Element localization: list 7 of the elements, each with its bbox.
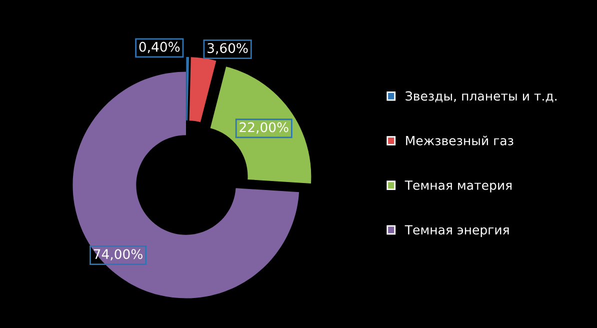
data-label: 22,00%: [240, 122, 288, 134]
legend-label: Темная материя: [404, 180, 512, 192]
data-label: 3,60%: [208, 43, 248, 54]
data-label: 0,40%: [139, 42, 180, 54]
legend-label: Звезды, планеты и т.д.: [406, 91, 556, 102]
legend-label: Темная энергия: [404, 225, 509, 237]
legend-label: Межзвезный газ: [406, 136, 514, 146]
